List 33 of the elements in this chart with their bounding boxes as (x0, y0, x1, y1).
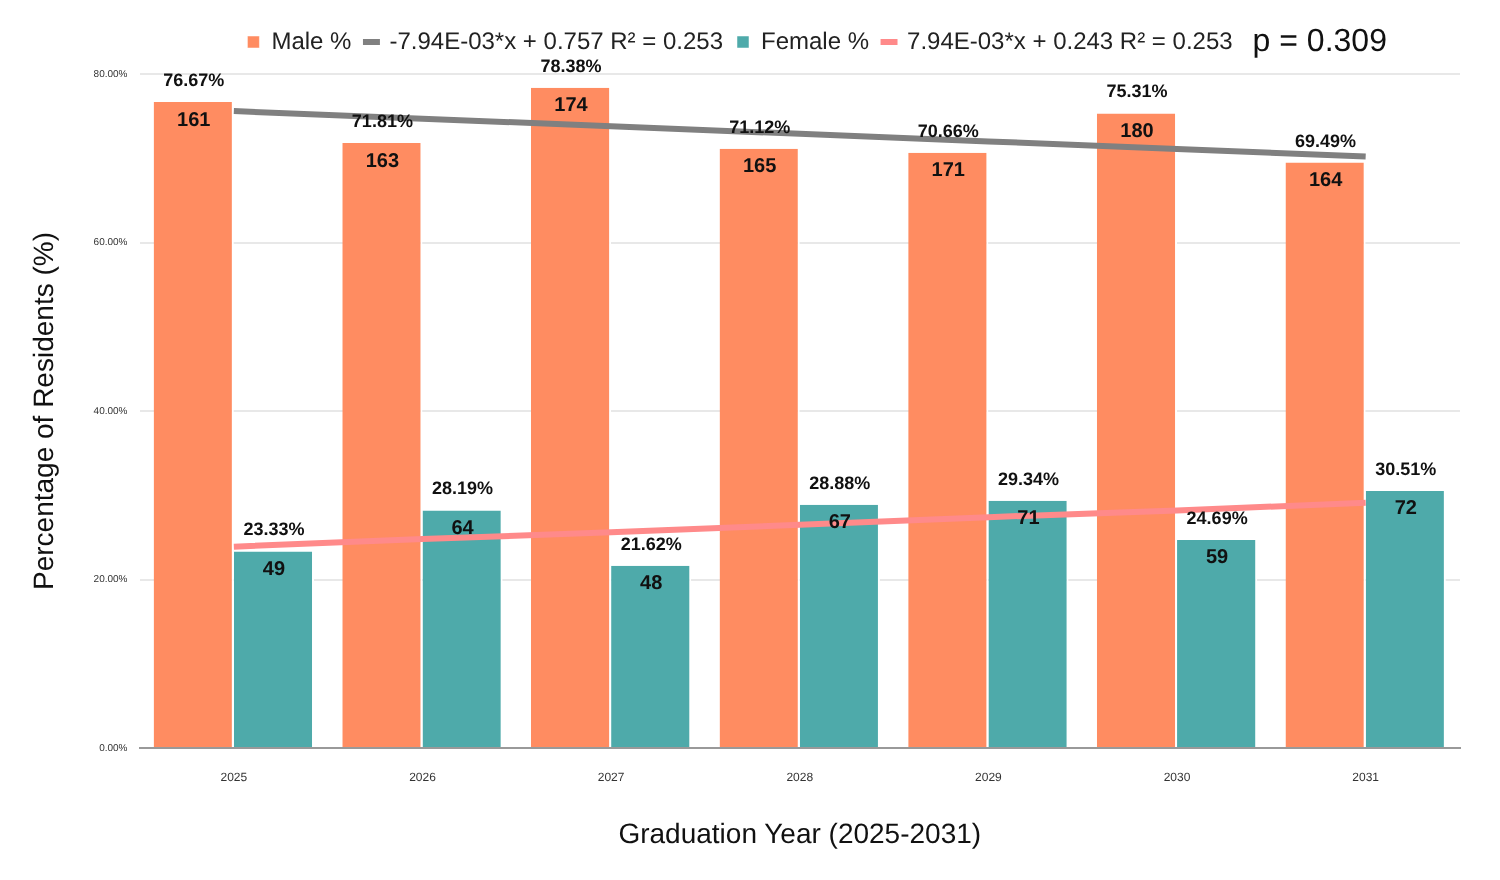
legend-label: Male % (271, 26, 353, 55)
annotation: 59 (1206, 547, 1230, 570)
data-label: 69.49% (1295, 130, 1357, 151)
annotation: 171 (931, 160, 966, 183)
data-label: 23.33% (243, 519, 305, 540)
data-label: 75.31% (1106, 81, 1168, 102)
data-label: 71.12% (729, 116, 791, 137)
legend-label: Female % (760, 26, 870, 55)
data-label: 24.69% (1186, 507, 1248, 528)
annotation: 72 (1394, 498, 1418, 521)
data-label: 29.34% (997, 468, 1060, 489)
data-label: 28.88% (809, 472, 871, 493)
annotation: 180 (1120, 121, 1155, 144)
data-label: 78.38% (540, 55, 602, 76)
data-label: 28.19% (432, 478, 494, 499)
data-label: 30.51% (1375, 458, 1437, 479)
y-axis-title: Percentage of Residents (%) (26, 232, 59, 590)
annotation: 161 (177, 109, 212, 132)
data-label: 76.67% (163, 70, 225, 91)
annotation: 174 (554, 95, 589, 118)
annotation: 64 (451, 518, 475, 540)
legend-label: 7.94E-03*x + 0.243 R² = 0.253 (907, 26, 1234, 55)
data-label: 71.81% (351, 110, 413, 131)
annotation: 49 (262, 558, 286, 581)
data-label: 21.62% (620, 533, 682, 554)
annotation: 165 (742, 156, 778, 179)
text: p = 0.309 (1252, 24, 1388, 59)
annotation: 164 (1308, 170, 1344, 193)
data-label: 70.66% (917, 120, 979, 141)
legend-label: -7.94E-03*x + 0.757 R² = 0.253 (389, 26, 724, 55)
x-axis-title: Graduation Year (2025-2031) (618, 816, 982, 849)
annotation: 163 (365, 150, 400, 173)
annotation: 48 (640, 573, 664, 596)
